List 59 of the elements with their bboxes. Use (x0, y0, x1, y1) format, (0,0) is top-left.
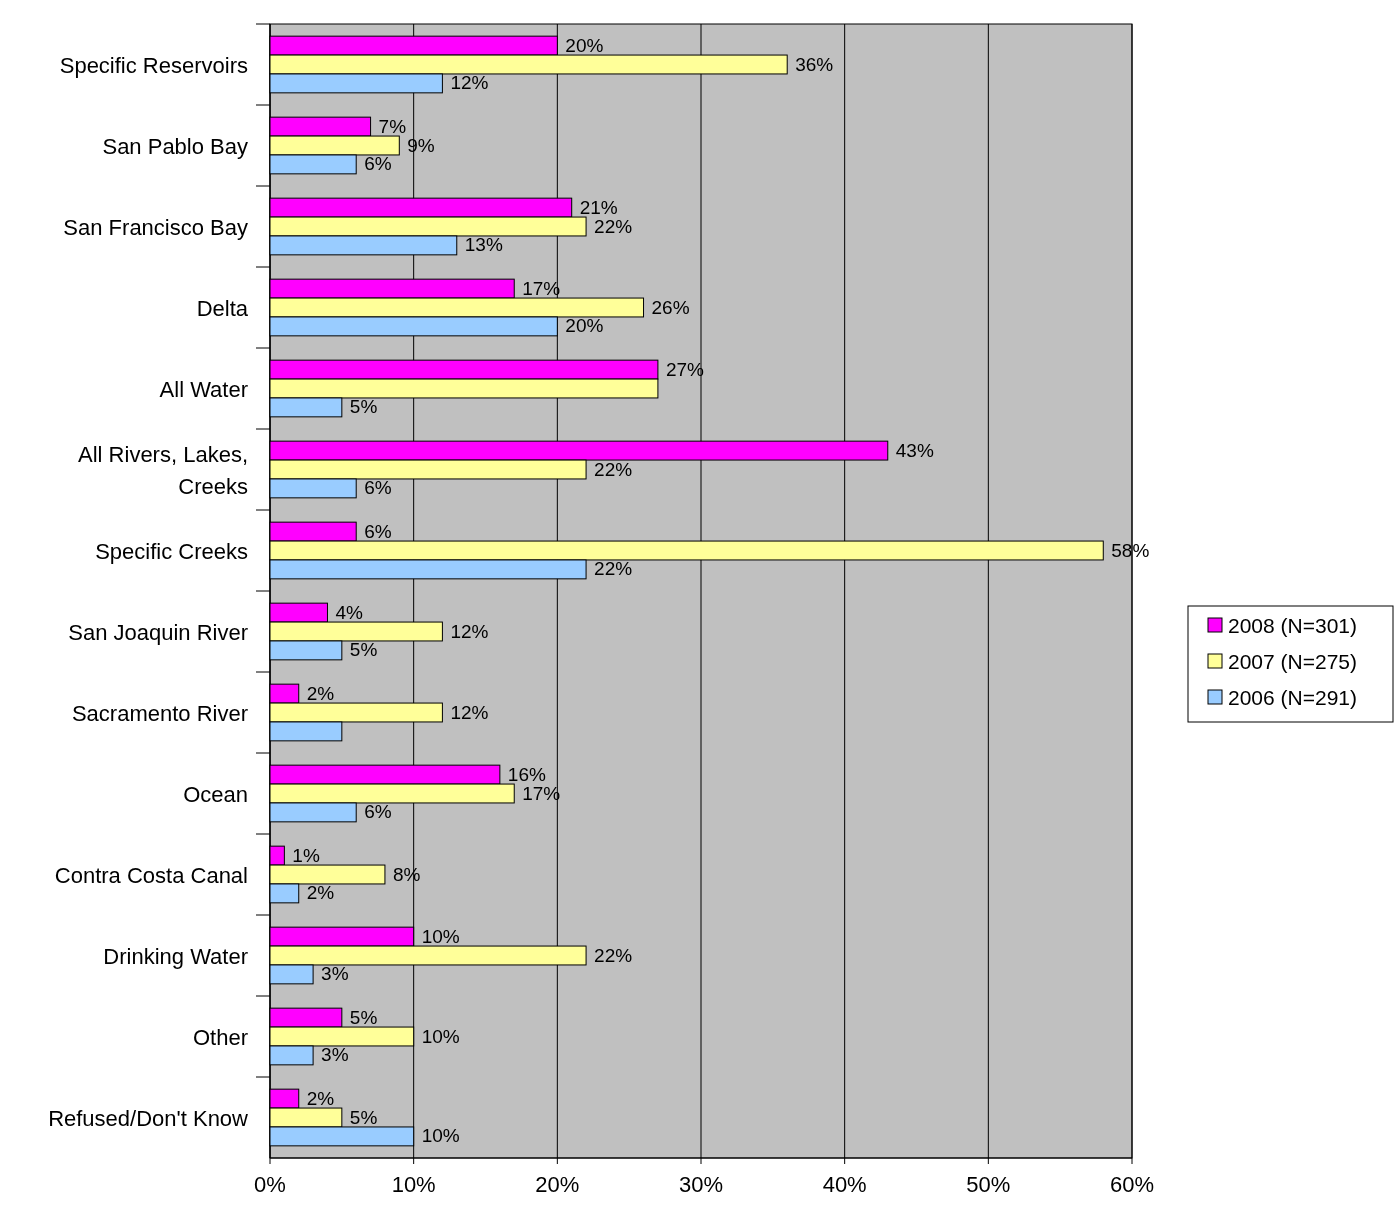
data-label: 22% (594, 944, 633, 966)
data-label: 12% (450, 701, 489, 723)
y-tick-label: Sacramento River (71, 700, 248, 726)
data-label: 2% (306, 1087, 335, 1109)
data-label: 4% (335, 601, 364, 623)
y-tick-label: San Pablo Bay (102, 133, 248, 159)
x-tick-label: 60% (1109, 1172, 1155, 1197)
x-tick-label: 40% (822, 1172, 867, 1197)
data-label: 43% (895, 439, 934, 461)
data-label: 2% (306, 882, 335, 904)
y-tick-label: Specific Creeks (95, 538, 248, 564)
data-label: 13% (464, 234, 503, 256)
x-tick-label: 10% (391, 1172, 436, 1197)
data-label: 10% (421, 925, 460, 947)
data-label: 21% (579, 196, 618, 218)
data-label: 6% (364, 801, 392, 823)
data-label: 5% (349, 396, 378, 418)
data-label: 6% (364, 153, 392, 175)
data-label: 2% (306, 682, 335, 704)
y-tick-label: Contra Costa Canal (54, 862, 248, 888)
y-tick-label: San Francisco Bay (63, 214, 248, 240)
data-label: 27% (665, 358, 705, 380)
data-label: 6% (364, 520, 392, 542)
y-tick-label: Drinking Water (103, 943, 248, 969)
data-label: 22% (594, 215, 633, 237)
data-label: 26% (651, 296, 690, 318)
legend-label: 2008 (N=301) (1228, 614, 1358, 637)
y-tick-label: Other (192, 1024, 248, 1050)
data-label: 20% (565, 315, 604, 337)
data-label: 16% (507, 763, 546, 785)
y-tick-label: Specific Reservoirs (59, 52, 248, 78)
x-tick-label: 30% (678, 1172, 724, 1197)
y-tick-label: All Water (159, 376, 248, 402)
data-label: 10% (421, 1025, 460, 1047)
x-tick-label: 20% (535, 1172, 580, 1197)
data-label: 12% (450, 72, 489, 94)
data-label: 5% (349, 1006, 378, 1028)
data-label: 3% (321, 1044, 349, 1066)
data-label: 20% (565, 34, 604, 56)
data-label: 12% (450, 620, 489, 642)
legend-label: 2007 (N=275) (1228, 650, 1358, 673)
y-tick-label: Ocean (183, 781, 248, 807)
x-tick-label: 50% (966, 1172, 1011, 1197)
data-label: 10% (421, 1125, 460, 1147)
data-label: 5% (349, 1106, 378, 1128)
data-label: 1% (292, 844, 320, 866)
y-tick-label: All Rivers, Lakes, Creeks (78, 441, 248, 499)
data-label: 3% (321, 963, 349, 985)
data-label: 5% (349, 639, 378, 661)
y-tick-label: Refused/Don't Know (48, 1105, 249, 1131)
data-label: 7% (378, 115, 407, 137)
y-tick-label: San Joaquin River (68, 619, 248, 645)
data-label: 6% (364, 477, 392, 499)
x-tick-label: 0% (254, 1172, 286, 1197)
y-tick-label: Delta (196, 295, 249, 321)
data-label: 22% (594, 458, 633, 480)
data-label: 36% (795, 53, 834, 75)
data-label: 22% (594, 558, 633, 580)
legend-label: 2006 (N=291) (1228, 686, 1358, 709)
